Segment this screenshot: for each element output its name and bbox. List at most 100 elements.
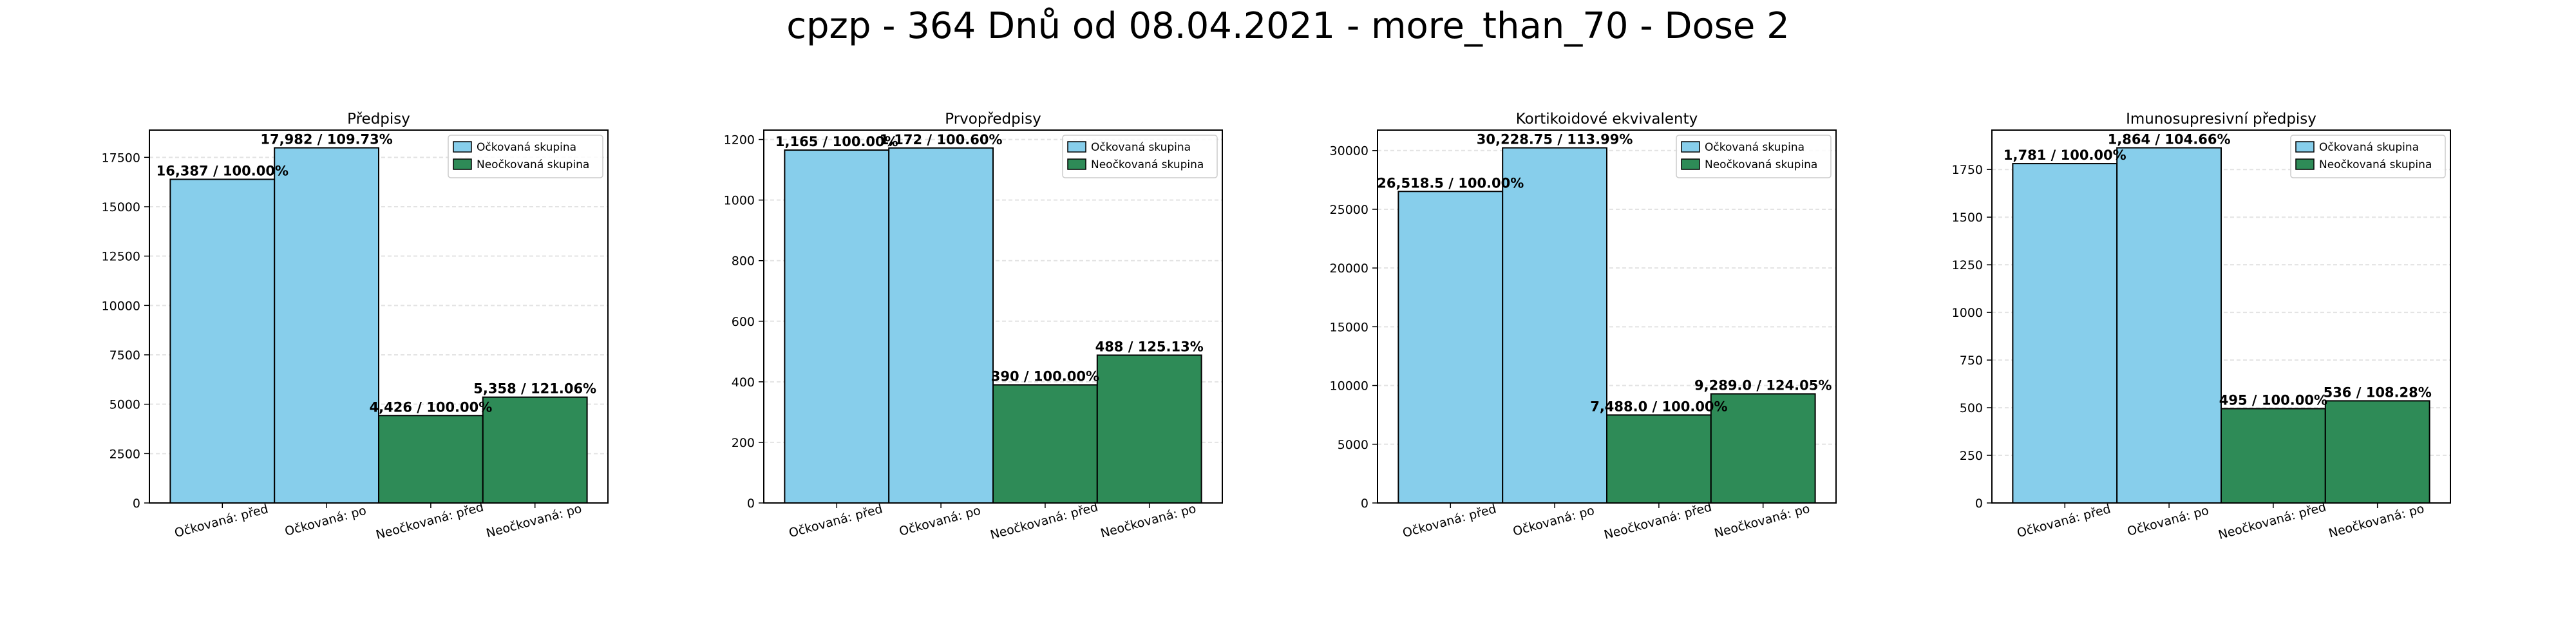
x-tick-label: Neočkovaná: po <box>1099 502 1198 541</box>
chart-title: Imunosupresivní předpisy <box>2126 111 2316 128</box>
legend-label: Očkovaná skupina <box>2319 141 2419 154</box>
axes-frame <box>1991 129 2451 504</box>
legend-box <box>2290 135 2446 178</box>
data-label: 16,387 / 100.00% <box>156 163 289 178</box>
bar <box>1397 191 1504 504</box>
legend-label: Očkovaná skupina <box>1705 141 1804 154</box>
x-tick-label: Neočkovaná: po <box>1713 502 1812 541</box>
bar <box>2221 408 2326 504</box>
y-tick-label: 25000 <box>1330 203 1368 217</box>
y-tick-label: 15000 <box>102 200 140 214</box>
bar <box>2012 163 2118 504</box>
legend-swatch <box>1681 158 1700 170</box>
y-tick-label: 1250 <box>1952 258 1983 272</box>
legend-label: Očkovaná skupina <box>477 141 576 154</box>
axes-frame <box>149 129 609 504</box>
legend-label: Očkovaná skupina <box>1091 141 1191 154</box>
x-tick-label: Očkovaná: před <box>2016 502 2112 540</box>
bar <box>784 149 890 504</box>
y-tick-label: 1200 <box>724 133 755 147</box>
x-tick-label: Neočkovaná: před <box>2217 500 2327 542</box>
y-tick-label: 15000 <box>1330 320 1368 334</box>
x-tick-label: Očkovaná: po <box>898 504 982 539</box>
legend-swatch <box>1067 141 1086 153</box>
axes-frame <box>1377 129 1837 504</box>
x-tick-label: Neočkovaná: před <box>1602 500 1713 542</box>
x-tick-label: Neočkovaná: před <box>374 500 485 542</box>
y-tick-label: 17500 <box>102 151 140 165</box>
chart-title: Předpisy <box>347 111 410 128</box>
bar <box>2324 400 2430 504</box>
data-label: 1,864 / 104.66% <box>2108 132 2231 147</box>
legend-swatch <box>453 158 472 170</box>
legend-box <box>1062 135 1218 178</box>
x-tick-label: Neočkovaná: po <box>2327 502 2426 541</box>
legend-box <box>1676 135 1832 178</box>
y-tick-label: 250 <box>1960 449 1983 463</box>
chart-panel-3: 0 5000 10000 15000 20000 25000 30000 26,518.5 /… <box>1330 111 1837 542</box>
data-label: 1,172 / 100.60% <box>880 132 1003 147</box>
x-tick-label: Neočkovaná: před <box>989 500 1099 542</box>
legend-box <box>448 135 603 178</box>
data-label: 7,488.0 / 100.00% <box>1590 399 1727 414</box>
y-tick-label: 10000 <box>102 299 140 313</box>
data-label: 1,781 / 100.00% <box>2003 147 2126 163</box>
legend-swatch <box>2295 141 2315 153</box>
data-label: 1,165 / 100.00% <box>775 134 898 149</box>
x-tick-label: Očkovaná: před <box>788 502 884 540</box>
legend-swatch <box>1681 141 1700 153</box>
bar <box>1606 414 1712 504</box>
bar <box>1096 354 1202 504</box>
y-tick-label: 20000 <box>1330 261 1368 276</box>
legend-label: Neočkovaná skupina <box>1705 158 1817 171</box>
bar <box>992 384 1098 504</box>
y-tick-label: 200 <box>732 436 755 450</box>
bar <box>888 147 994 504</box>
data-label: 9,289.0 / 124.05% <box>1694 378 1832 393</box>
y-tick-label: 1500 <box>1952 211 1983 225</box>
bar <box>169 178 276 504</box>
y-tick-label: 1750 <box>1952 163 1983 177</box>
y-tick-label: 1000 <box>1952 306 1983 320</box>
bar <box>482 396 588 504</box>
y-tick-label: 600 <box>732 315 755 329</box>
y-tick-label: 5000 <box>1338 438 1368 452</box>
chart-panel-4: 0 250 500 750 1000 1250 1500 1750 1,781 / 100.00… <box>1952 111 2451 542</box>
chart-title: Prvopředpisy <box>945 111 1041 128</box>
bar <box>274 147 379 504</box>
bar <box>2116 147 2222 504</box>
x-tick-label: Neočkovaná: po <box>485 502 583 541</box>
axes-frame <box>763 129 1223 504</box>
y-tick-label: 0 <box>133 497 140 511</box>
data-label: 30,228.75 / 113.99% <box>1477 132 1633 147</box>
data-label: 536 / 108.28% <box>2324 384 2432 400</box>
legend-label: Neočkovaná skupina <box>477 158 589 171</box>
y-tick-label: 0 <box>1361 497 1368 511</box>
data-label: 5,358 / 121.06% <box>473 381 596 397</box>
data-label: 488 / 125.13% <box>1095 339 1204 354</box>
y-tick-label: 2500 <box>109 447 140 461</box>
y-tick-label: 10000 <box>1330 379 1368 393</box>
bar <box>1502 147 1607 504</box>
y-tick-label: 800 <box>732 254 755 269</box>
y-tick-label: 0 <box>1975 497 1983 511</box>
legend-label: Neočkovaná skupina <box>1091 158 1204 171</box>
y-tick-label: 5000 <box>109 398 140 412</box>
y-tick-label: 30000 <box>1330 144 1368 158</box>
chart-panel-2: 0 200 400 600 800 1000 1200 1,165 / 100.00%1,17… <box>724 111 1223 542</box>
y-tick-label: 0 <box>747 497 755 511</box>
data-label: 26,518.5 / 100.00% <box>1377 175 1524 191</box>
y-tick-label: 500 <box>1960 401 1983 415</box>
legend-swatch <box>1067 158 1086 170</box>
x-tick-label: Očkovaná: po <box>283 504 368 539</box>
data-label: 390 / 100.00% <box>991 369 1099 384</box>
x-tick-label: Očkovaná: před <box>1401 502 1498 540</box>
legend-swatch <box>2295 158 2315 170</box>
data-label: 17,982 / 109.73% <box>260 132 392 147</box>
y-tick-label: 750 <box>1960 354 1983 368</box>
legend-swatch <box>453 141 472 153</box>
chart-panel-1: 0 2500 5000 7500 10000 12500 15000 17500 16,387 … <box>102 111 609 542</box>
bar <box>378 415 484 504</box>
data-label: 495 / 100.00% <box>2219 393 2327 408</box>
